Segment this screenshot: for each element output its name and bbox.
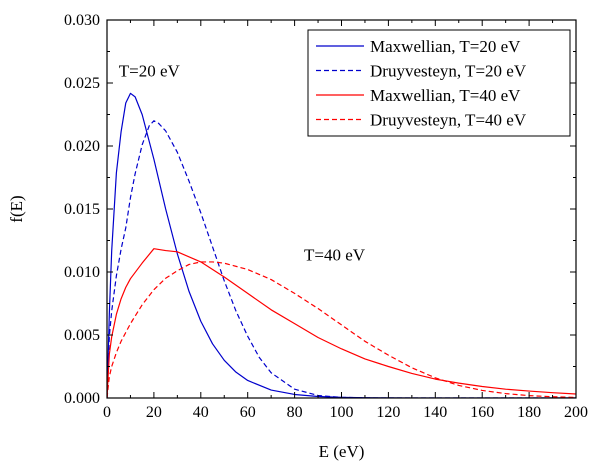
x-tick-label: 200 xyxy=(564,404,588,421)
y-tick-label: 0.020 xyxy=(64,138,100,155)
legend: Maxwellian, T=20 eV Druyvesteyn, T=20 eV M… xyxy=(307,29,571,137)
legend-entry: Druyvesteyn, T=40 eV xyxy=(370,111,527,130)
series-line-3 xyxy=(107,248,576,398)
annotation-label: T=40 eV xyxy=(304,246,366,265)
y-tick-label: 0.030 xyxy=(64,12,100,29)
x-tick-label: 60 xyxy=(240,404,256,421)
legend-entry: Maxwellian, T=20 eV xyxy=(370,37,521,56)
x-tick-label: 120 xyxy=(376,404,400,421)
x-tick-label: 180 xyxy=(517,404,541,421)
annotation-label: T=20 eV xyxy=(119,62,181,81)
series-line-4 xyxy=(107,261,576,398)
y-tick-label: 0.010 xyxy=(64,264,100,281)
legend-entry: Druyvesteyn, T=20 eV xyxy=(370,62,527,81)
x-tick-label: 40 xyxy=(193,404,209,421)
y-axis-title: f(E) xyxy=(7,195,26,222)
series-line-2 xyxy=(107,120,576,398)
x-tick-label: 140 xyxy=(423,404,447,421)
x-axis: 0 20 40 60 80 100 120 140 160 180 200 xyxy=(103,20,588,421)
x-tick-label: 160 xyxy=(470,404,494,421)
x-tick-label: 100 xyxy=(330,404,354,421)
legend-box xyxy=(307,29,571,137)
y-axis: 0.000 0.005 0.010 0.015 0.020 0.025 0.030 xyxy=(64,12,576,407)
y-tick-label: 0.025 xyxy=(64,75,100,92)
plot-lines xyxy=(107,92,576,398)
legend-entry: Maxwellian, T=40 eV xyxy=(370,86,521,105)
x-axis-title: E (eV) xyxy=(319,442,365,461)
x-tick-label: 20 xyxy=(146,404,162,421)
y-tick-label: 0.015 xyxy=(64,201,100,218)
series-line-1 xyxy=(107,92,576,398)
annotations: T=20 eV T=40 eV xyxy=(119,62,366,265)
x-tick-label: 80 xyxy=(287,404,303,421)
x-tick-label: 0 xyxy=(103,404,111,421)
y-tick-label: 0.000 xyxy=(64,390,100,407)
y-tick-label: 0.005 xyxy=(64,327,100,344)
